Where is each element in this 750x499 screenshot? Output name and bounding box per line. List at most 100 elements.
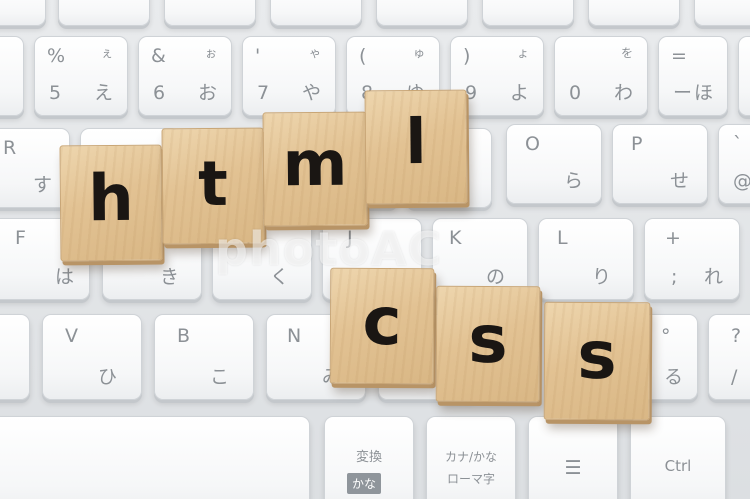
key-f4: F4: [0, 0, 46, 26]
key-semicolon: + ; れ: [644, 218, 740, 300]
tile-m: m: [262, 111, 368, 227]
key-f9: F9: [482, 0, 574, 26]
key-f7-label: F7: [285, 0, 302, 1]
key-at: ` @: [718, 124, 750, 204]
key-kana: き: [159, 266, 179, 288]
key-letter: F: [15, 227, 26, 249]
key-f5: F5: [58, 0, 150, 26]
tile-letter: s: [468, 300, 508, 379]
key-symbol: ;: [671, 266, 678, 288]
key-kana: せ: [669, 170, 689, 192]
key-o: O ら: [506, 124, 602, 204]
tile-letter: c: [362, 282, 402, 361]
key-letter: R: [3, 137, 17, 159]
key-6: & ぉ 6 お: [138, 36, 232, 116]
key-symbol: &: [151, 45, 166, 67]
tile-c: c: [329, 267, 435, 385]
key-symbol: %: [47, 45, 66, 67]
key-0: を 0 わ: [554, 36, 648, 116]
key-romaji-label: ローマ字: [446, 472, 495, 486]
key-4: [0, 36, 24, 116]
key-letter: `: [733, 133, 743, 155]
key-kana: こ: [209, 366, 229, 388]
key-kana: お: [197, 82, 217, 104]
key-henkan: 変換 かな: [324, 416, 414, 499]
key-symbol: (: [359, 45, 367, 67]
key-5: % ぇ 5 え: [34, 36, 128, 116]
key-space: [0, 416, 310, 499]
key-kana: ひ: [97, 366, 117, 388]
key-v: V ひ: [42, 314, 142, 400]
key-number: ー: [673, 82, 693, 104]
key-f5-label: F5: [73, 0, 90, 1]
key-f7: F7: [270, 0, 362, 26]
key-number: 5: [49, 82, 62, 104]
key-menu: ☰: [528, 416, 618, 499]
key-kana-badge: かな: [347, 473, 382, 494]
tile-letter: m: [282, 126, 348, 201]
key-l: L り: [538, 218, 634, 300]
key-henkan-label: 変換: [355, 450, 382, 465]
key-kana: れ: [703, 266, 723, 288]
key-symbol: °: [661, 325, 671, 347]
key-kana-small: ぉ: [204, 46, 217, 60]
key-number: 0: [569, 82, 582, 104]
tile-s2: s: [543, 301, 651, 421]
key-symbol: ': [255, 45, 261, 67]
key-7: ' ゃ 7 や: [242, 36, 336, 116]
key-b: B こ: [154, 314, 254, 400]
key-f6-label: F6: [179, 0, 196, 1]
key-kana: よ: [509, 82, 529, 104]
tile-letter: t: [197, 146, 229, 221]
key-kana: え: [93, 82, 113, 104]
key-kana: の: [485, 266, 505, 288]
key-kana: や: [301, 82, 321, 104]
menu-icon: ☰: [564, 457, 582, 479]
tile-letter: h: [87, 161, 135, 237]
key-kana: ら: [563, 170, 583, 192]
key-c: [0, 314, 30, 400]
tile-s1: s: [435, 285, 541, 403]
key-f8-label: F8: [391, 0, 408, 1]
key-letter: B: [177, 325, 191, 347]
key-f9-label: F9: [497, 0, 514, 1]
key-number: 6: [153, 82, 166, 104]
key-katakana: カナ/かな ローマ字: [426, 416, 516, 499]
key-number: 9: [465, 82, 478, 104]
key-kana-small: ゃ: [308, 46, 321, 60]
key-letter: P: [631, 133, 643, 155]
key-letter: N: [287, 325, 302, 347]
key-kana-small: ぇ: [100, 46, 113, 60]
key-kana: わ: [613, 82, 633, 104]
key-9: ) ょ 9 よ: [450, 36, 544, 116]
key-number: 7: [257, 82, 270, 104]
key-kana: り: [591, 266, 611, 288]
key-ctrl: Ctrl: [630, 416, 726, 499]
key-kana-small: を: [620, 46, 633, 60]
key-caret: [738, 36, 750, 116]
key-kana: は: [55, 266, 75, 288]
key-slash: ? /: [708, 314, 750, 400]
key-f10: F10: [588, 0, 680, 26]
key-letter: V: [65, 325, 78, 347]
key-kana: @: [733, 172, 750, 191]
key-kana-small: ゅ: [412, 46, 425, 60]
key-symbol: ?: [731, 325, 742, 347]
key-kana: く: [269, 266, 289, 288]
key-symbol: ): [463, 45, 471, 67]
key-f8: F8: [376, 0, 468, 26]
key-f6: F6: [164, 0, 256, 26]
tile-h: h: [59, 144, 163, 262]
key-f11: [694, 0, 750, 26]
key-kana-small: ょ: [516, 46, 529, 60]
key-ctrl-label: Ctrl: [664, 457, 692, 475]
key-kana: る: [663, 366, 683, 388]
key-f10-label: F10: [603, 0, 629, 1]
key-letter: L: [557, 227, 568, 249]
key-katakana-label: カナ/かな: [444, 450, 498, 464]
key-letter: O: [525, 133, 540, 155]
key-letter: K: [449, 227, 462, 249]
key-kana: す: [33, 174, 53, 196]
key-p: P せ: [612, 124, 708, 204]
